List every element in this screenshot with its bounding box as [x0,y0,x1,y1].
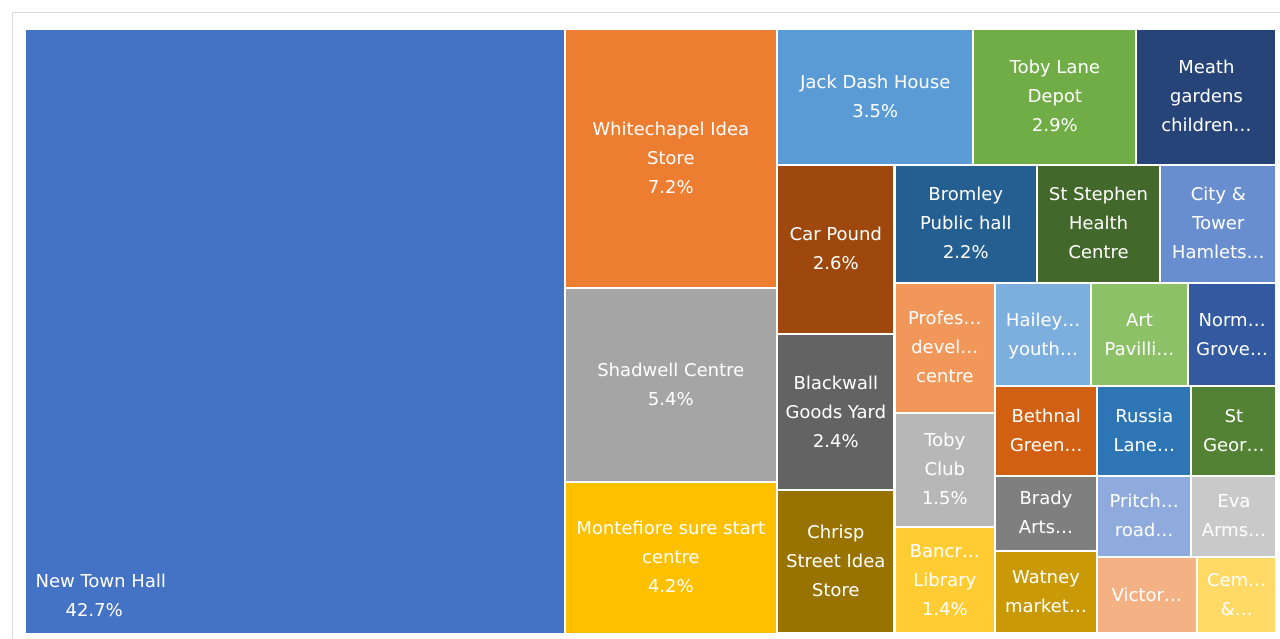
tile-label: Whitechapel Idea Store [592,118,750,169]
tile-label: New Town Hall [35,570,166,592]
tile-label: Meath gardens children… [1161,57,1252,137]
tile: Victor… [1096,556,1197,634]
tile-label: Art Pavilli… [1104,309,1175,360]
tile-label: Pritch… road… [1109,491,1179,542]
tile: Pritch… road… [1096,475,1192,557]
tile: Meath gardens children… [1136,28,1277,165]
tile-label: St Geor… [1203,406,1265,457]
tile: Art Pavilli… [1091,282,1188,387]
tile: Bancr… Library 1.4% [894,526,995,634]
tile-label: Eva Arms… [1201,491,1267,542]
tile-label: Bancr… Library [909,540,980,591]
tile-label: St Stephen Health Centre [1048,184,1148,264]
tile-label: Chrisp Street Idea Store [786,522,886,602]
tile-label: Jack Dash House [800,71,951,93]
tile: Eva Arms… [1191,475,1277,557]
tile-label: Shadwell Centre [597,360,745,381]
tile-label: Toby Club [924,430,966,481]
tile: Brady Arts… [994,475,1097,551]
tile: Toby Club 1.5% [894,412,995,527]
tile: Shadwell Centre 5.4% [564,287,777,483]
tile: Blackwall Goods Yard 2.4% [776,334,895,491]
tile: Russia Lane… [1097,386,1192,476]
tile: Car Pound 2.6% [776,164,895,335]
tile-label: Blackwall Goods Yard [785,372,886,423]
tile: Profes… devel… centre [894,282,995,413]
tile: Montefiore sure start centre 4.2% [564,482,777,634]
tile-label: Toby Lane Depot [1009,57,1100,108]
tile: Toby Lane Depot 2.9% [973,28,1137,165]
tile: Whitechapel Idea Store 7.2% [564,28,777,288]
tile: Watney market… [994,550,1097,634]
tile-value-label: 2.6% [812,253,859,275]
tile-label: Russia Lane… [1113,406,1175,457]
tile-label: Hailey… youth… [1005,309,1081,360]
tile-value-label: 2.4% [812,430,859,452]
tile-value-label: 1.5% [921,488,968,510]
tile: Jack Dash House 3.5% [776,28,974,165]
tile-value-label: 3.5% [852,100,899,122]
tile-label: Bromley Public hall [920,184,1012,235]
tile-label: Watney market… [1004,567,1087,618]
tile-value-label: 4.2% [647,576,694,598]
tile-label: Montefiore sure start centre [576,518,766,569]
tile: Hailey… youth… [994,282,1092,387]
tile: City & Tower Hamlets… [1159,164,1277,283]
tile: Cem… &… [1196,556,1277,634]
chart-border [12,12,1280,639]
tile: Norm… Grove… [1187,282,1277,387]
tile-value-label: 2.9% [1031,115,1078,137]
tile-value-label: 2.2% [942,242,989,264]
tile-value-label: 42.7% [65,599,123,621]
tile-value-label: 7.2% [647,176,694,198]
tile-label: Bethnal Green… [1009,406,1083,457]
tile-label: Profes… devel… centre [908,308,982,388]
tile-label: Car Pound [789,224,882,246]
tile-value-label: 5.4% [647,389,694,410]
tile: New Town Hall 42.7% [24,28,565,634]
tile: St Stephen Health Centre [1036,164,1160,283]
tile-value-label: 1.4% [921,598,968,620]
tile-label: Victor… [1111,584,1182,606]
tile: Chrisp Street Idea Store [776,490,895,634]
tile: Bromley Public hall 2.2% [894,164,1037,283]
tile-label: Norm… Grove… [1196,309,1268,360]
tile: Bethnal Green… [994,386,1098,476]
tile-label: City & Tower Hamlets… [1171,184,1265,264]
tile-label: Cem… &… [1206,570,1267,621]
tile: St Geor… [1191,386,1277,476]
tile-label: Brady Arts… [1018,488,1073,539]
